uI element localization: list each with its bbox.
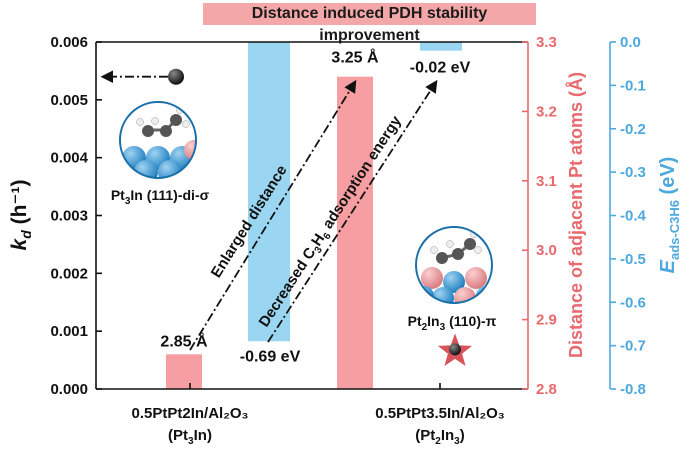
right-2-tick-label: 0.0 [620, 34, 641, 51]
adsorption-energy-bar-1 [248, 42, 290, 342]
category-1-label: 0.5PtPt2In/Al₂O₃ [132, 405, 249, 422]
adsorption-energy-bar-2 [420, 42, 462, 51]
structure-right-sub-1: 2 [422, 322, 428, 333]
right-axis-1-label: Distance of adjacent Pt atoms (Å) [566, 72, 586, 358]
left-tick-label: 0.006 [50, 34, 88, 51]
structure-left-label: Pt3In (111)-di-σ [111, 187, 210, 207]
structure-right-label: Pt2In3 (110)-π [408, 313, 497, 333]
right-2-tick-label: -0.2 [620, 121, 646, 138]
right-2-tick-label: -0.6 [620, 294, 646, 311]
kd-marker-star-right [437, 333, 473, 366]
right-2-tick-label: -0.8 [620, 381, 646, 398]
right-1-tick-label: 3.2 [536, 103, 557, 120]
decreased-sub-1: 3 [313, 245, 325, 256]
right-2-tick-label: -0.3 [620, 164, 646, 181]
left-axis-label: kd (h⁻¹) [8, 180, 34, 251]
category-1-phase: (Pt3In) [168, 427, 212, 447]
left-tick-label: 0.003 [50, 208, 88, 225]
kd-marker-ball-left [168, 68, 184, 85]
left-axis-label-sub: d [18, 230, 34, 239]
right-2-tick-label: -0.1 [620, 77, 646, 94]
structure-right-a: Pt [408, 313, 422, 329]
right-1-tick-label: 2.8 [536, 381, 557, 398]
title-highlight [203, 3, 536, 25]
left-tick-label: 0.005 [50, 92, 88, 109]
left-axis-label-unit: (h⁻¹) [8, 180, 31, 231]
category-2-phase: (Pt2In3) [415, 427, 464, 447]
right-2-tick-label: -0.4 [620, 208, 647, 225]
right-axis-2-label: Eads-C3H6 (eV) [657, 157, 682, 274]
structure-left-inset [119, 101, 197, 179]
right-axis-2-label-main: E [657, 259, 679, 273]
left-tick-label: 0.004 [50, 150, 88, 167]
distance-bar-2 [337, 76, 373, 389]
distance-bar-1 [166, 354, 202, 389]
energy-value-label-1: -0.69 eV [240, 348, 301, 365]
right-axis-2-label-unit: (eV) [657, 157, 679, 200]
energy-value-label-2: -0.02 eV [410, 60, 471, 77]
distance-value-label-1: 2.85 Å [160, 331, 208, 350]
structure-right-inset [415, 226, 493, 304]
right-1-tick-label: 2.9 [536, 312, 557, 329]
right-1-tick-label: 3.0 [536, 242, 557, 259]
right-2-tick-label: -0.5 [620, 251, 646, 268]
decreased-sub-2: 6 [322, 231, 334, 242]
left-tick-label: 0.002 [50, 265, 88, 282]
structure-left-sub: 3 [125, 196, 131, 207]
category-2-label: 0.5PtPt3.5In/Al₂O₃ [375, 405, 505, 422]
enlarged-distance-arrow [189, 79, 357, 351]
distance-value-label-2: 3.25 Å [331, 48, 379, 67]
chart-title: Distance induced PDH stability improveme… [251, 5, 488, 44]
decreased-energy-arrow [267, 79, 438, 343]
left-tick-label: 0.001 [50, 323, 88, 340]
left-axis-label-main: k [8, 237, 31, 250]
structure-right-b: In [427, 313, 439, 329]
right-2-tick-label: -0.7 [620, 338, 646, 355]
structure-left-rest: In (111)-di-σ [130, 187, 209, 203]
right-1-tick-label: 3.3 [536, 34, 557, 51]
right-axis-2-label-sub: ads-C3H6 [667, 200, 682, 260]
structure-left-main: Pt [111, 187, 125, 203]
right-1-tick-label: 3.1 [536, 173, 557, 190]
left-tick-label: 0.000 [50, 381, 88, 398]
structure-right-sub-2: 3 [440, 322, 446, 333]
structure-right-rest: (110)-π [445, 313, 496, 329]
